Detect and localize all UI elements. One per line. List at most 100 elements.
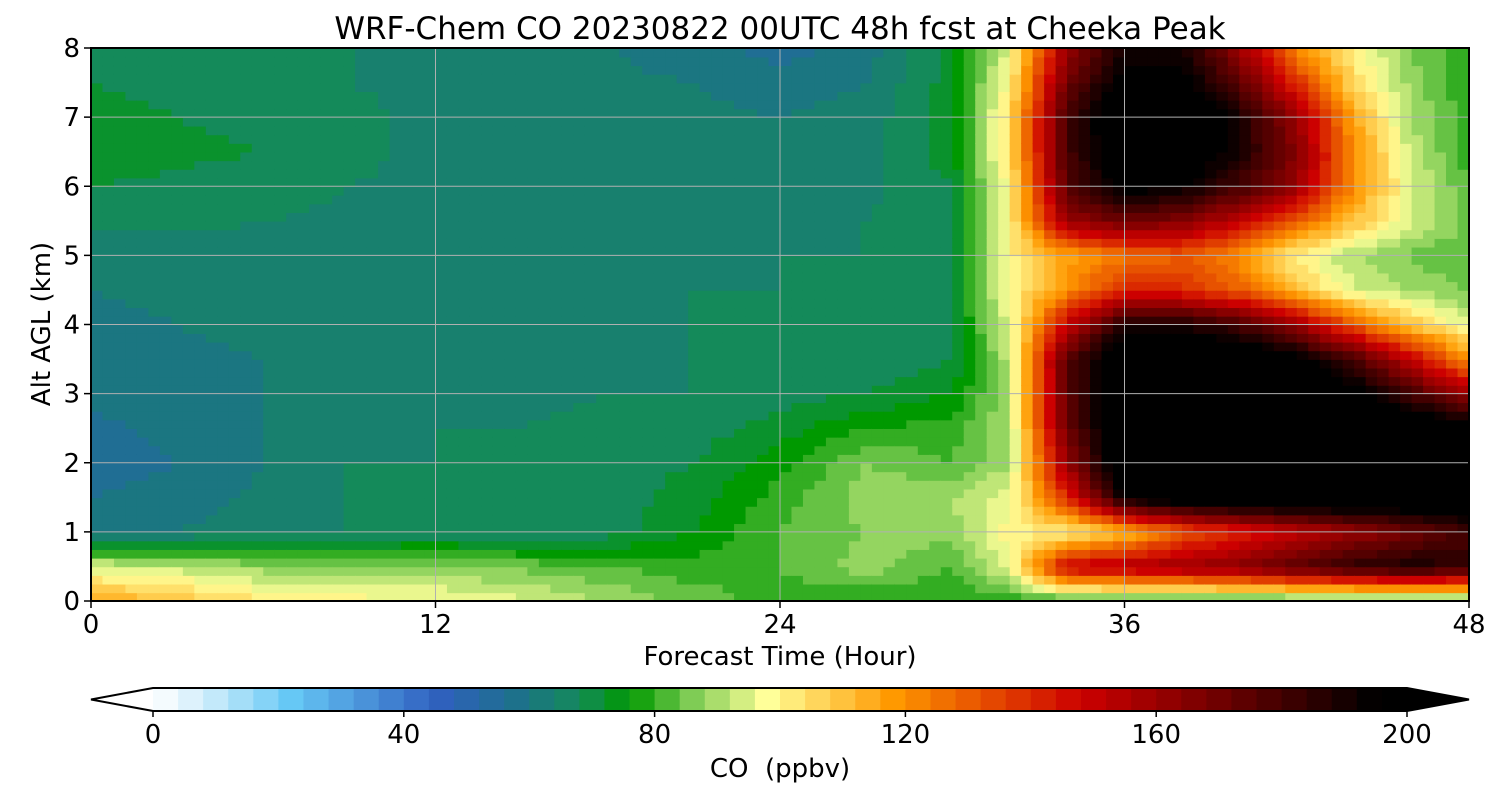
heatmap-cell	[607, 557, 621, 568]
heatmap-cell	[171, 350, 184, 360]
heatmap-cell	[768, 281, 781, 291]
heatmap-cell	[619, 376, 632, 386]
heatmap-cell	[906, 315, 919, 326]
heatmap-cell	[825, 315, 839, 326]
heatmap-cell	[768, 341, 781, 352]
heatmap-cell	[596, 505, 609, 516]
heatmap-cell	[722, 410, 735, 421]
heatmap-cell	[848, 419, 862, 429]
heatmap-cell	[527, 229, 540, 239]
heatmap-cell	[343, 117, 356, 127]
heatmap-cell	[343, 341, 356, 352]
heatmap-cell	[435, 264, 448, 274]
heatmap-cell	[378, 168, 391, 179]
heatmap-cell	[240, 220, 253, 231]
heatmap-cell	[722, 298, 735, 309]
heatmap-cell	[504, 376, 517, 386]
heatmap-cell	[527, 65, 540, 75]
heatmap-cell	[263, 177, 276, 188]
heatmap-cell	[297, 454, 310, 464]
heatmap-cell	[366, 540, 379, 550]
heatmap-cell	[205, 281, 219, 291]
heatmap-cell	[619, 220, 632, 231]
heatmap-cell	[424, 264, 437, 274]
heatmap-cell	[182, 505, 196, 516]
heatmap-cell	[194, 272, 207, 283]
heatmap-cell	[745, 220, 758, 231]
heatmap-cell	[458, 246, 471, 257]
heatmap-cell	[665, 497, 678, 507]
heatmap-cell	[515, 324, 529, 334]
heatmap-cell	[722, 229, 735, 239]
heatmap-cell	[814, 143, 827, 153]
heatmap-cell	[527, 488, 540, 499]
heatmap-cell	[492, 168, 506, 179]
heatmap-cell	[91, 505, 104, 516]
heatmap-cell	[148, 488, 161, 499]
heatmap-cell	[584, 531, 598, 542]
heatmap-cell	[515, 428, 529, 438]
heatmap-cell	[699, 289, 712, 300]
heatmap-cell	[573, 48, 586, 58]
heatmap-cell	[550, 56, 563, 67]
heatmap-cell	[860, 186, 873, 196]
heatmap-cell	[355, 229, 368, 239]
heatmap-cell	[699, 65, 712, 75]
heatmap-cell	[584, 497, 598, 507]
heatmap-cell	[584, 333, 598, 343]
heatmap-cell	[148, 583, 161, 594]
heatmap-cell	[320, 264, 333, 274]
heatmap-cell	[309, 471, 322, 481]
heatmap-cell	[814, 108, 827, 118]
heatmap-cell	[653, 134, 666, 144]
heatmap-cell	[561, 246, 575, 257]
heatmap-cell	[825, 410, 839, 421]
heatmap-cell	[952, 91, 965, 101]
heatmap-cell	[194, 428, 207, 438]
heatmap-cell	[871, 229, 885, 239]
heatmap-cell	[917, 307, 931, 317]
heatmap-cell	[780, 91, 793, 101]
heatmap-cell	[848, 462, 862, 473]
heatmap-cell	[251, 48, 265, 58]
heatmap-cell	[412, 367, 425, 378]
heatmap-cell	[171, 298, 184, 309]
heatmap-cell	[768, 264, 781, 274]
heatmap-cell	[412, 428, 425, 438]
heatmap-cell	[688, 238, 701, 248]
heatmap-cell	[550, 497, 563, 507]
heatmap-cell	[871, 177, 885, 188]
heatmap-cell	[240, 91, 253, 101]
heatmap-cell	[343, 212, 356, 222]
heatmap-cell	[584, 428, 598, 438]
heatmap-cell	[91, 592, 104, 601]
heatmap-cell	[228, 117, 242, 127]
heatmap-cell	[366, 367, 379, 378]
heatmap-cell	[527, 272, 540, 283]
heatmap-cell	[676, 160, 689, 170]
heatmap-cell	[561, 186, 575, 196]
heatmap-cell	[515, 557, 529, 568]
heatmap-cell	[550, 177, 563, 188]
heatmap-cell	[515, 592, 529, 601]
heatmap-cell	[745, 557, 758, 568]
heatmap-cell	[309, 56, 322, 67]
heatmap-cell	[837, 48, 850, 58]
heatmap-cell	[630, 186, 643, 196]
heatmap-cell	[286, 298, 299, 309]
heatmap-cell	[171, 212, 184, 222]
heatmap-cell	[975, 186, 988, 196]
heatmap-cell	[435, 160, 448, 170]
heatmap-cell	[424, 514, 437, 525]
heatmap-cell	[607, 324, 621, 334]
heatmap-cell	[757, 168, 770, 179]
heatmap-cell	[665, 350, 678, 360]
heatmap-cell	[240, 488, 253, 499]
heatmap-cell	[251, 246, 265, 257]
heatmap-cell	[148, 531, 161, 542]
heatmap-cell	[148, 566, 161, 576]
heatmap-cell	[401, 350, 414, 360]
heatmap-cell	[757, 359, 770, 369]
heatmap-cell	[883, 73, 896, 84]
heatmap-cell	[113, 108, 127, 118]
